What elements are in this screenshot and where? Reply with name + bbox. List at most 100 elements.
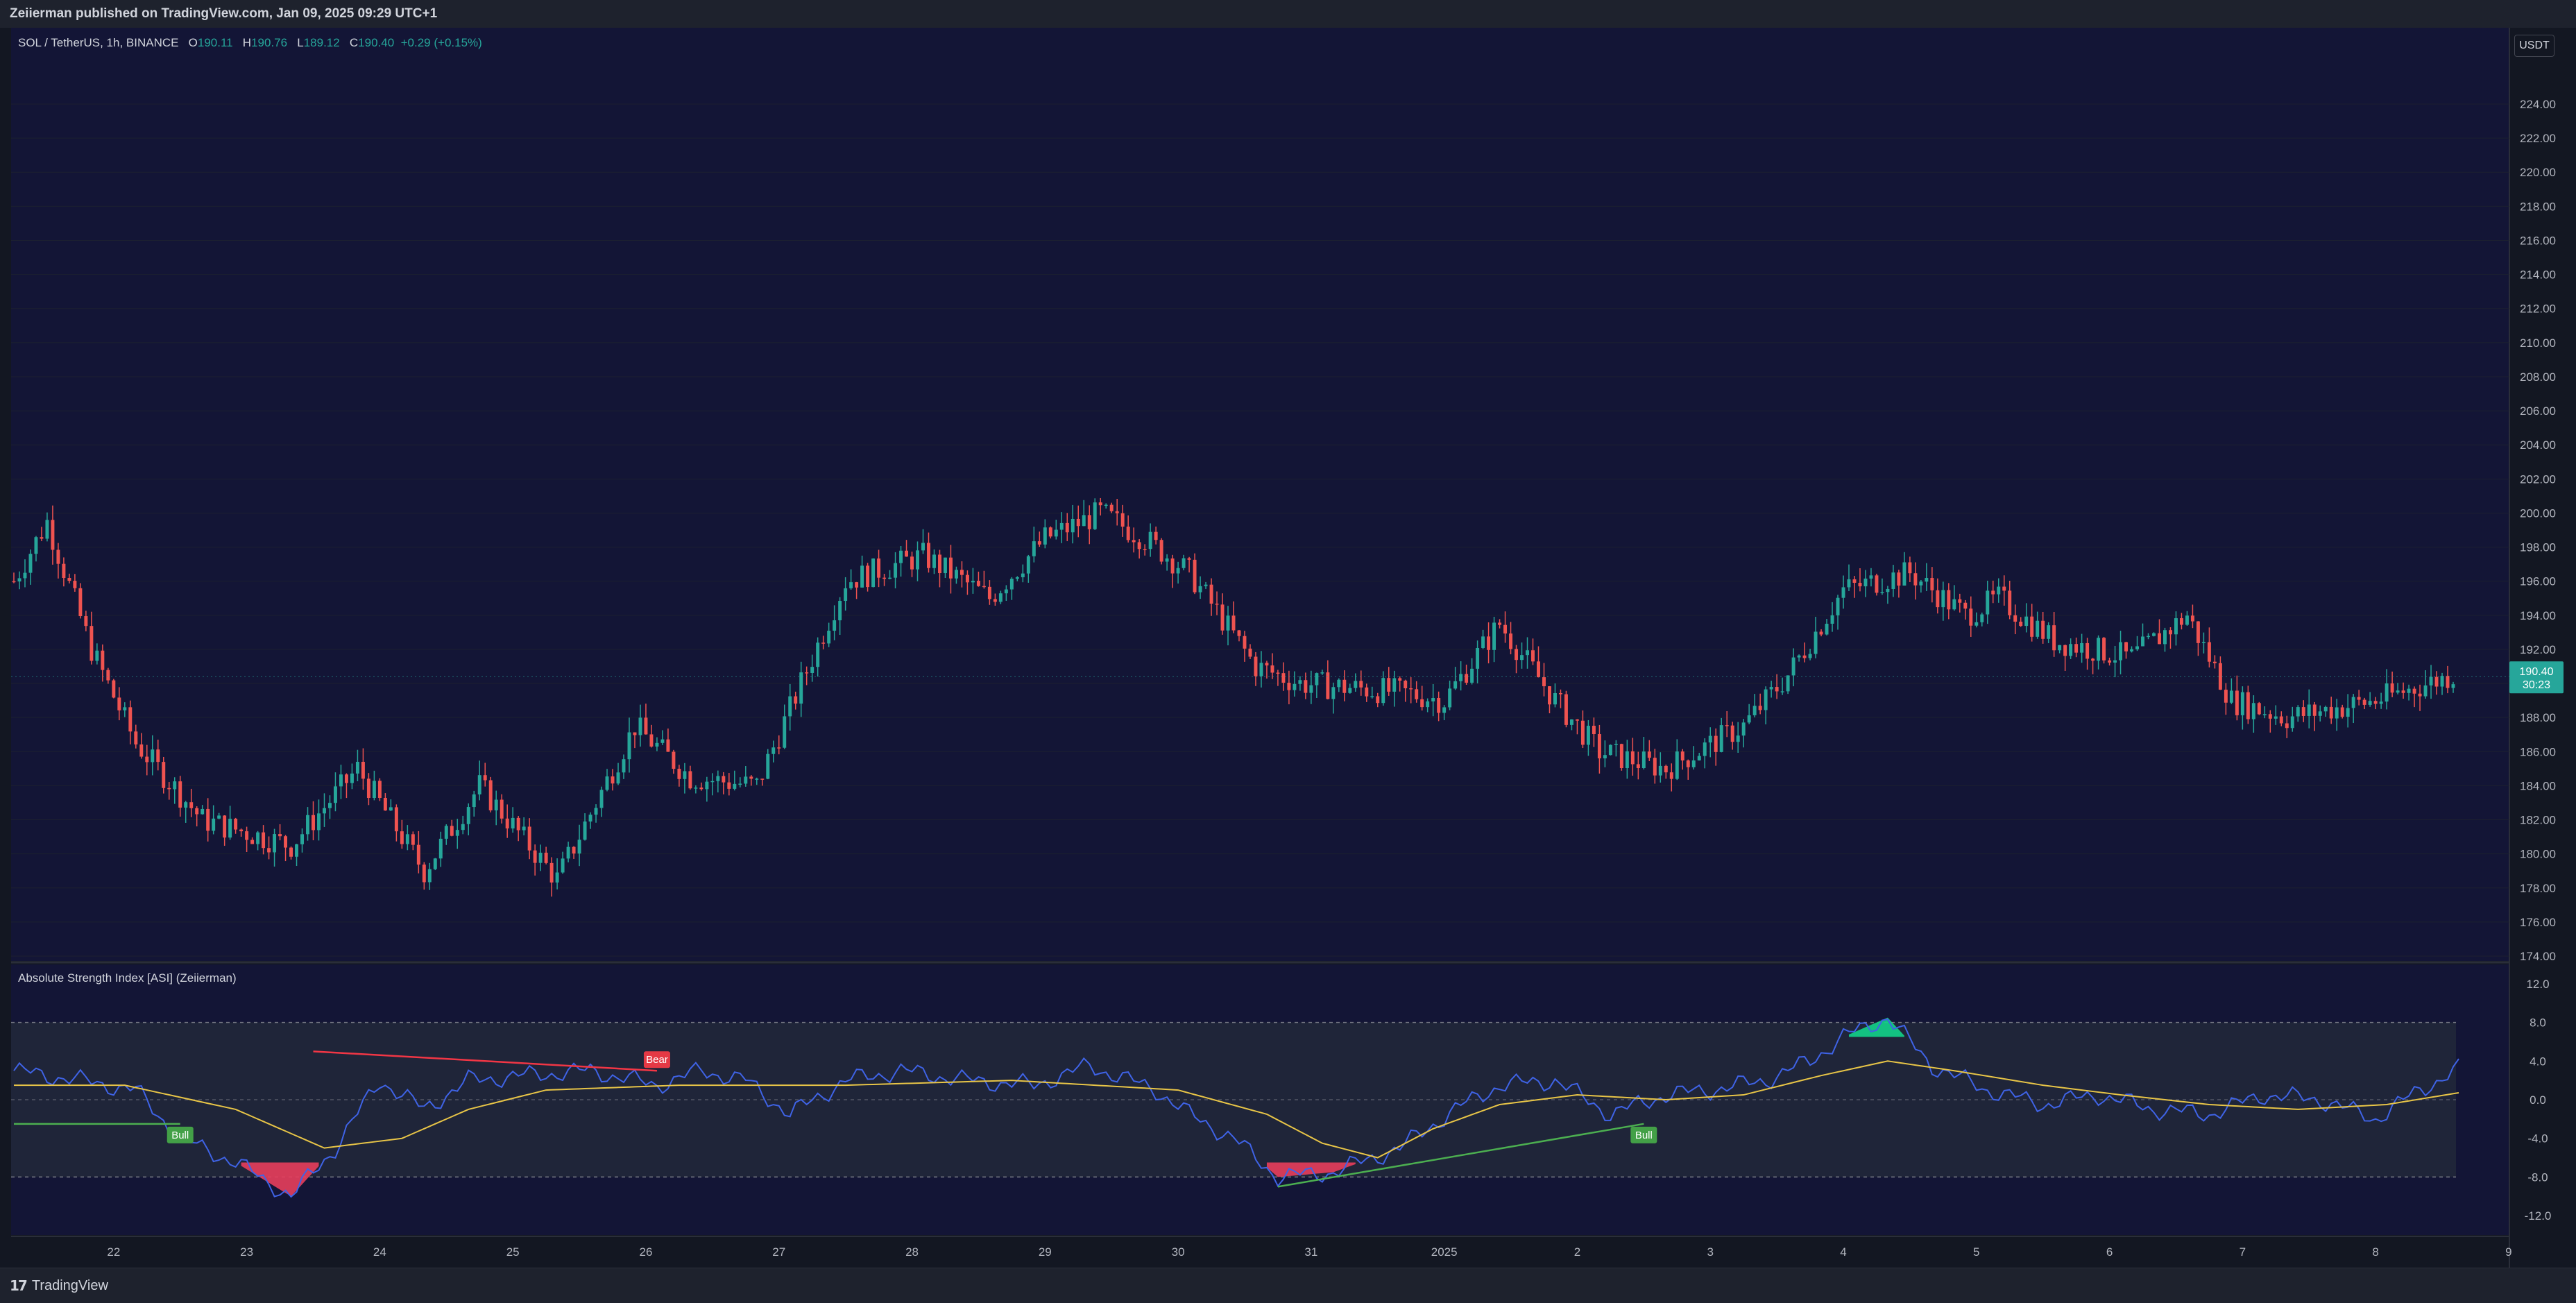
candle-35: [206, 798, 210, 842]
candle-134: [755, 777, 759, 785]
candle-229: [1281, 662, 1286, 691]
time-tick-17: 8: [2372, 1245, 2378, 1259]
candle-157: [882, 574, 887, 586]
symbol-legend[interactable]: SOL / TetherUS, 1h, BINANCE O190.11 H190…: [18, 36, 482, 50]
candle-55: [317, 799, 321, 841]
tradingview-logo[interactable]: 17 TradingView: [10, 1277, 108, 1294]
candle-413: [2301, 700, 2305, 722]
candle-120: [677, 765, 681, 787]
candle-76: [433, 858, 437, 871]
asi-oversold-fill-1: [1266, 1162, 1356, 1177]
candle-body: [1431, 698, 1435, 701]
candle-body: [394, 807, 398, 832]
candle-226: [1265, 661, 1269, 679]
candle-352: [1963, 599, 1968, 620]
candle-body: [722, 776, 726, 783]
divergence-label-bg-2: [1630, 1126, 1657, 1143]
price-tick-24: 176.00: [2520, 916, 2556, 929]
candle-body: [2446, 676, 2450, 688]
time-tick-0: 22: [107, 1245, 120, 1259]
candle-body: [2147, 636, 2150, 638]
time-tick-8: 30: [1172, 1245, 1185, 1259]
candle-72: [411, 831, 415, 851]
candle-body: [483, 775, 487, 781]
candle-body: [1913, 573, 1918, 586]
candle-body: [1614, 744, 1618, 745]
candle-body: [2351, 697, 2355, 708]
price-tick-23: 178.00: [2520, 882, 2556, 895]
candle-179: [1004, 585, 1008, 601]
currency-button[interactable]: USDT: [2514, 35, 2554, 57]
low-value: 189.12: [303, 36, 340, 49]
candle-body: [1148, 531, 1152, 550]
candle-body: [927, 543, 930, 568]
candle-body: [1691, 760, 1696, 767]
candle-93: [527, 818, 531, 860]
candle-437: [2434, 671, 2439, 695]
candle-body: [1697, 756, 1701, 760]
candle-body: [1331, 687, 1336, 699]
candle-body: [1082, 515, 1086, 527]
candle-261: [1459, 661, 1463, 691]
candle-214: [1198, 576, 1202, 599]
candle-38: [223, 815, 227, 846]
candle-body: [1254, 656, 1258, 676]
candle-body: [78, 588, 83, 617]
candle-body: [1852, 579, 1857, 583]
candle-body: [1991, 590, 1995, 595]
candle-body: [1725, 725, 1729, 726]
candle-146: [821, 636, 826, 649]
candle-192: [1076, 505, 1080, 538]
candle-409: [2279, 711, 2283, 726]
candle-1: [17, 571, 22, 590]
candle-body: [2185, 615, 2189, 625]
candle-207: [1159, 538, 1163, 565]
candle-body: [2451, 684, 2455, 688]
candle-body: [1054, 529, 1058, 537]
candle-199: [1115, 498, 1119, 526]
candle-328: [1830, 602, 1834, 632]
price-tick-9: 206.00: [2520, 404, 2556, 418]
candle-body: [799, 672, 803, 704]
candle-body: [2407, 688, 2411, 693]
candle-body: [894, 563, 898, 578]
candle-242: [1354, 673, 1358, 692]
candle-body: [312, 815, 315, 831]
candle-208: [1165, 554, 1169, 571]
candle-body: [583, 821, 587, 840]
candle-349: [1947, 583, 1951, 620]
candle-27: [162, 756, 166, 794]
candle-220: [1231, 601, 1236, 633]
candle-body: [1487, 636, 1491, 650]
candle-body: [2246, 692, 2250, 719]
indicator-title[interactable]: Absolute Strength Index [ASI] (Zeiierman…: [18, 971, 237, 985]
candle-75: [427, 862, 432, 890]
candle-64: [366, 773, 370, 806]
candle-body: [2163, 630, 2167, 645]
candle-166: [932, 549, 936, 574]
candle-173: [971, 568, 975, 594]
change-value: +0.29 (+0.15%): [400, 36, 482, 49]
candle-body: [1509, 633, 1513, 649]
candle-379: [2113, 645, 2117, 678]
candle-body: [2024, 616, 2029, 627]
candle-body: [976, 581, 980, 586]
candle-374: [2085, 638, 2090, 670]
candle-281: [1569, 719, 1573, 731]
candle-body: [1586, 726, 1590, 745]
candle-body: [167, 787, 171, 790]
candle-body: [2052, 625, 2056, 651]
candle-body: [644, 717, 648, 735]
candle-body: [117, 697, 121, 710]
chart-canvas[interactable]: BullBearBullBear 224.00222.00220.00218.0…: [0, 28, 2576, 1268]
price-pane: [11, 28, 2509, 961]
candle-body: [2080, 642, 2084, 653]
candle-358: [1997, 578, 2001, 603]
divergence-line-1: [313, 1050, 658, 1072]
candle-2: [23, 559, 27, 588]
candle-117: [660, 730, 665, 745]
candle-280: [1564, 690, 1568, 728]
symbol-name[interactable]: SOL / TetherUS, 1h, BINANCE: [18, 36, 179, 49]
candle-156: [877, 550, 881, 588]
candle-138: [777, 735, 781, 755]
